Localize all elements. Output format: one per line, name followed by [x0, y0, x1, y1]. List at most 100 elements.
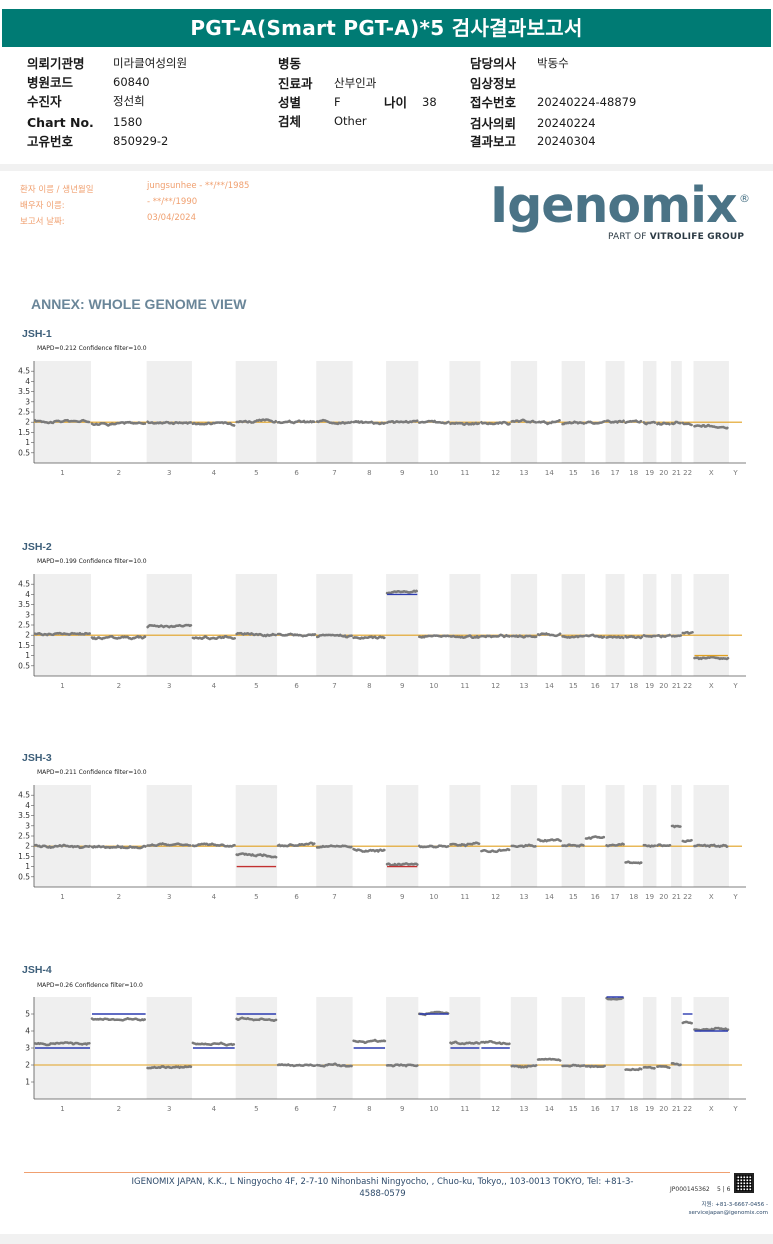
chromosome-data-points: [656, 843, 672, 848]
chromosome-band: [671, 785, 682, 887]
chromosome-label: X: [709, 1105, 714, 1113]
y-tick-label: 3.5: [18, 387, 30, 396]
y-tick-label: 5: [25, 1010, 30, 1019]
chromosome-label: 4: [212, 682, 217, 690]
chromosome-data-points: [191, 842, 236, 848]
chromosome-label: 10: [429, 893, 438, 901]
chromosome-data-points: [235, 852, 278, 859]
chromosome-label: Y: [732, 1105, 738, 1113]
chromosome-label: 7: [332, 1105, 336, 1113]
chromosome-data-points: [449, 634, 481, 639]
chromosome-band: [693, 785, 729, 887]
chromosome-band: [449, 574, 481, 676]
y-tick-label: 4: [25, 377, 30, 386]
chromosome-label: Y: [732, 893, 738, 901]
footer-contact: 지원: +81-3-6667-0456 - servicejapan@igeno…: [672, 1201, 768, 1217]
igenomix-logo: Igenomix: [490, 177, 738, 234]
chromosome-label: 18: [629, 682, 638, 690]
chromosome-data-points: [642, 634, 657, 639]
age-label: 나이: [384, 95, 408, 110]
chromosome-band: [386, 785, 419, 887]
info-value: 20240224: [537, 116, 596, 130]
chromosome-data-points: [33, 631, 92, 637]
chromosome-data-points: [235, 1016, 278, 1023]
genome-plot-jsh-2: 0.5 1 1.5 2 2.5 3 3.5 4 4.5 1 2 3 4 5 6 7 8 9 10 11 12 13 14 15…: [14, 569, 759, 699]
chromosome-label: 6: [294, 469, 299, 477]
chromosome-data-points: [417, 419, 450, 425]
chromosome-label: 15: [569, 893, 578, 901]
chromosome-band: [510, 997, 538, 1099]
chromosome-data-points: [385, 589, 419, 596]
y-tick-label: 4.5: [18, 791, 30, 800]
chromosome-label: 16: [591, 1105, 600, 1113]
chromosome-band: [561, 785, 585, 887]
y-tick-label: 1: [25, 862, 30, 871]
chromosome-data-points: [90, 634, 147, 641]
y-tick-label: 1.5: [18, 641, 30, 650]
chromosome-data-points: [276, 632, 317, 638]
chromosome-label: 6: [294, 893, 299, 901]
chromosome-label: 6: [294, 1105, 299, 1113]
y-tick-label: 1: [25, 651, 30, 660]
report-title: PGT-A(Smart PGT-A)*5 검사결과보고서: [2, 9, 771, 47]
chromosome-data-points: [670, 420, 683, 426]
chromosome-label: 11: [460, 682, 469, 690]
chromosome-label: 3: [167, 469, 171, 477]
y-tick-label: 3: [25, 821, 30, 830]
y-tick-label: 3.5: [18, 811, 30, 820]
chromosome-label: 18: [629, 893, 638, 901]
chromosome-data-points: [670, 634, 683, 638]
chromosome-data-points: [681, 421, 694, 427]
info-value: 20240304: [537, 134, 596, 148]
chromosome-label: 13: [520, 893, 529, 901]
chromosome-data-points: [536, 632, 562, 638]
y-tick-label: 2: [25, 1061, 30, 1070]
chromosome-label: 17: [611, 893, 620, 901]
chromosome-data-points: [449, 421, 481, 426]
chromosome-data-points: [605, 419, 625, 424]
chromosome-band: [671, 574, 682, 676]
chromosome-label: 12: [491, 469, 500, 477]
chromosome-data-points: [449, 841, 481, 848]
chromosome-label: 16: [591, 469, 600, 477]
y-tick-label: 1.5: [18, 852, 30, 861]
chromosome-band: [449, 361, 481, 463]
chromosome-data-points: [693, 423, 730, 430]
chromosome-data-points: [33, 1040, 92, 1047]
document-id: JP000145362: [670, 1186, 710, 1193]
chromosome-data-points: [276, 1063, 317, 1068]
info-label: 병원코드: [27, 75, 74, 90]
chromosome-label: 8: [367, 682, 371, 690]
info-label: 검체: [278, 114, 302, 129]
mapd-text: MAPD=0.26 Confidence filter=10.0: [37, 982, 143, 989]
chromosome-band: [510, 785, 538, 887]
chromosome-band: [693, 574, 729, 676]
chromosome-label: X: [709, 893, 714, 901]
info-label: 검사의뢰: [470, 116, 517, 131]
chromosome-band: [605, 361, 625, 463]
chromosome-data-points: [656, 1064, 672, 1070]
chromosome-data-points: [385, 419, 419, 424]
chromosome-label: 1: [60, 469, 64, 477]
chromosome-band: [386, 361, 419, 463]
chromosome-data-points: [146, 1065, 193, 1070]
chromosome-label: 4: [212, 1105, 217, 1113]
info-value: 미라클여성의원: [113, 56, 188, 70]
sample-label: JSH-1: [22, 328, 52, 340]
age-value: 38: [422, 95, 437, 109]
chromosome-label: 13: [520, 1105, 529, 1113]
chromosome-data-points: [693, 655, 730, 661]
chromosome-label: 19: [645, 682, 654, 690]
chromosome-data-points: [480, 420, 512, 426]
chromosome-data-points: [90, 844, 147, 850]
chromosome-label: 22: [683, 893, 692, 901]
chromosome-label: 19: [645, 893, 654, 901]
chromosome-data-points: [235, 631, 278, 638]
chromosome-data-points: [276, 419, 317, 425]
mapd-text: MAPD=0.199 Confidence filter=10.0: [37, 558, 147, 565]
chromosome-label: 8: [367, 1105, 371, 1113]
chromosome-label: 21: [672, 682, 681, 690]
chromosome-label: 12: [491, 1105, 500, 1113]
chromosome-label: 2: [117, 469, 121, 477]
info-label: 담당의사: [470, 56, 517, 71]
